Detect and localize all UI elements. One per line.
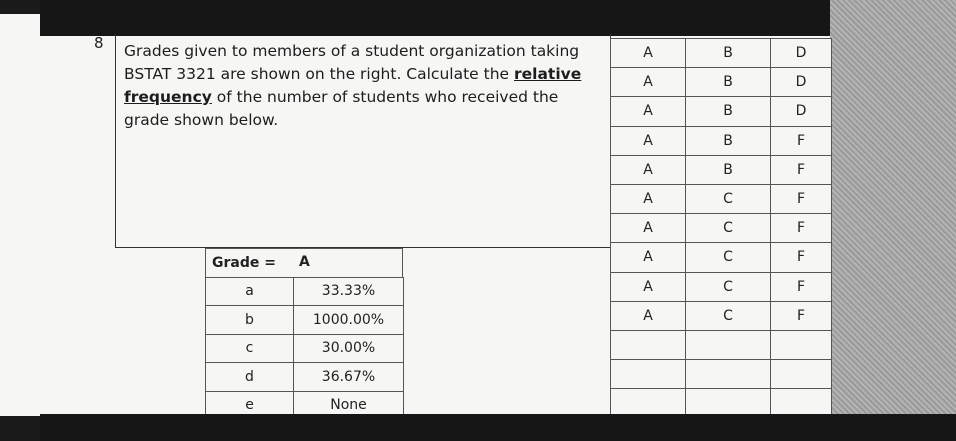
row-label: d [205, 362, 294, 392]
row-label: a [205, 276, 294, 306]
grade-cell: D [770, 38, 832, 69]
grade-cell: C [685, 213, 771, 244]
background [830, 0, 956, 441]
grade-cell: F [770, 125, 832, 156]
grade-cell [685, 359, 771, 390]
text: of the number of students who received t… [124, 88, 559, 129]
grade-cell: A [610, 67, 686, 98]
grade-cell: F [770, 300, 832, 331]
row-value: 36.67% [293, 362, 404, 392]
grade-cell [770, 330, 832, 361]
grade-cell: B [685, 67, 771, 98]
grade-cell [770, 359, 832, 390]
grade-cell: B [685, 125, 771, 156]
grade-cell: A [610, 213, 686, 244]
grade-cell: D [770, 67, 832, 98]
grade-cell [610, 359, 686, 390]
grade-cell: A [610, 125, 686, 156]
grade-cell: F [770, 271, 832, 302]
grade-cell: C [685, 242, 771, 273]
grade-cell: F [770, 213, 832, 244]
grade-cell: A [610, 242, 686, 273]
grade-cell: D [770, 96, 832, 127]
row-label: b [205, 305, 294, 335]
row-value: 1000.00% [293, 305, 404, 335]
grade-cell [685, 330, 771, 361]
row-value: 33.33% [293, 276, 404, 306]
emphasis: relative frequency [124, 65, 582, 106]
grade-cell: B [685, 154, 771, 185]
grade-cell: C [685, 271, 771, 302]
grade-cell: F [770, 184, 832, 215]
grade-cell: F [770, 242, 832, 273]
grade-cell: A [610, 184, 686, 215]
grade-cell [610, 330, 686, 361]
question-text: Grades given to members of a student org… [124, 40, 602, 132]
grade-cell: A [610, 154, 686, 185]
grade-cell: A [610, 300, 686, 331]
grade-cell [770, 388, 832, 419]
grade-cell: A [610, 271, 686, 302]
grade-cell [685, 388, 771, 419]
grade-cell: F [770, 154, 832, 185]
grade-cell: B [685, 38, 771, 69]
header-cell: Grade = [205, 248, 403, 278]
grade-cell: A [610, 38, 686, 69]
grade-cell: B [685, 96, 771, 127]
row-label: c [205, 333, 294, 363]
top-bar [40, 0, 830, 36]
grade-cell: C [685, 300, 771, 331]
header-cell: A [293, 248, 403, 278]
text: Grades given to members of a student org… [124, 42, 580, 83]
grade-cell: C [685, 184, 771, 215]
bottom-bar [40, 414, 956, 441]
row-value: 30.00% [293, 333, 404, 363]
question-number: 8 [94, 34, 104, 52]
grade-cell: A [610, 96, 686, 127]
